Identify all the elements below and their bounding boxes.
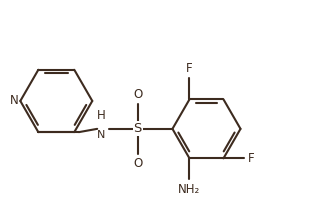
Text: H: H: [97, 109, 106, 122]
Text: S: S: [134, 122, 142, 135]
Text: N: N: [10, 94, 18, 108]
Text: O: O: [133, 157, 142, 170]
Text: NH₂: NH₂: [178, 183, 201, 195]
Text: O: O: [133, 88, 142, 101]
Text: N: N: [97, 130, 105, 140]
Text: F: F: [186, 62, 193, 75]
Text: F: F: [248, 152, 254, 165]
